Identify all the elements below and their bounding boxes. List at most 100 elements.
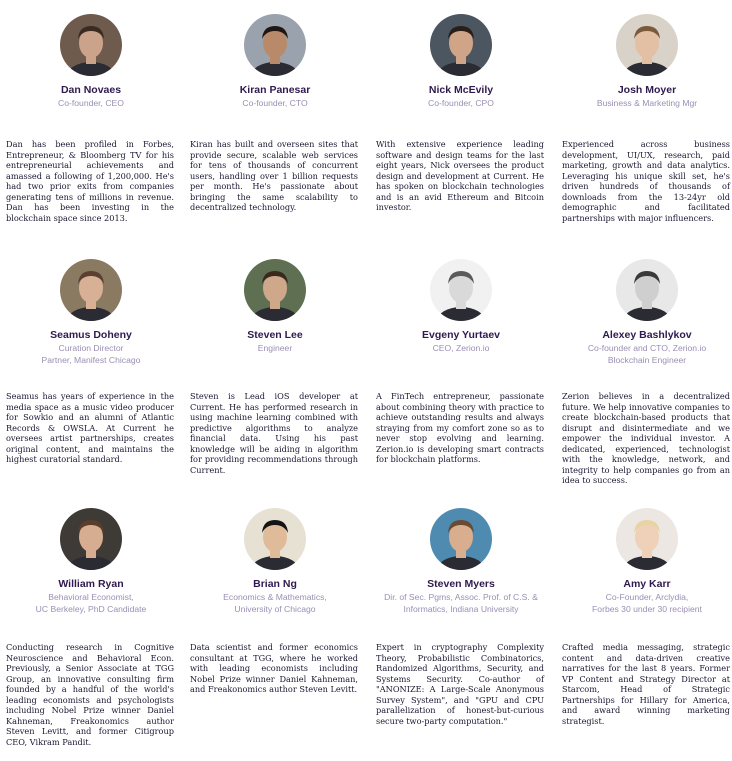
portrait-hair	[634, 26, 660, 39]
member-role-secondary: Blockchain Engineer	[607, 355, 687, 365]
portrait-photo	[616, 259, 678, 321]
portrait-hair	[78, 26, 104, 39]
portrait-hair	[448, 520, 474, 533]
member-role: Co-founder and CTO, Zerion.io	[587, 343, 707, 353]
portrait-photo	[244, 508, 306, 570]
portrait-neck	[270, 299, 280, 309]
portrait-face	[79, 273, 103, 303]
portrait-neck	[86, 299, 96, 309]
portrait-neck	[86, 548, 96, 558]
member-role: Co-founder, CTO	[242, 98, 308, 108]
member-role: Co-founder, CEO	[58, 98, 124, 108]
member-bio: Zerion believes in a decentralized futur…	[562, 391, 730, 485]
portrait-photo	[244, 14, 306, 76]
team-card: Kiran Panesar Co-founder, CTO	[190, 14, 360, 109]
avatar	[430, 508, 492, 570]
member-role-secondary: Partner, Manifest Chicago	[41, 355, 141, 365]
member-name: Alexey Bashlykov	[602, 329, 692, 341]
member-bio: A FinTech entrepreneur, passionate about…	[376, 391, 544, 464]
member-role: Co-Founder, Arclydia,	[605, 592, 689, 602]
member-role: Engineer	[257, 343, 293, 353]
portrait-shoulders	[67, 307, 115, 321]
member-role: Curation Director	[58, 343, 124, 353]
member-bio: Data scientist and former economics cons…	[190, 642, 358, 694]
portrait-photo	[616, 508, 678, 570]
portrait-neck	[456, 548, 466, 558]
portrait-hair	[262, 26, 288, 39]
portrait-shoulders	[251, 556, 299, 570]
avatar	[616, 14, 678, 76]
member-name: Dan Novaes	[60, 84, 122, 96]
avatar	[244, 508, 306, 570]
portrait-face	[449, 28, 473, 58]
member-role: CEO, Zerion.io	[432, 343, 490, 353]
team-card: Brian Ng Economics & Mathematics, Univer…	[190, 508, 360, 615]
member-bio: Dan has been profiled in Forbes, Entrepr…	[6, 139, 174, 223]
team-card: Alexey Bashlykov Co-founder and CTO, Zer…	[562, 259, 732, 366]
team-card: Seamus Doheny Curation Director Partner,…	[6, 259, 176, 366]
team-card: Nick McEvily Co-founder, CPO	[376, 14, 546, 109]
portrait-shoulders	[623, 556, 671, 570]
member-bio: Conducting research in Cognitive Neurosc…	[6, 642, 174, 747]
portrait-photo	[60, 508, 122, 570]
avatar	[244, 14, 306, 76]
avatar	[60, 508, 122, 570]
team-card: Steven Lee Engineer	[190, 259, 360, 354]
portrait-neck	[642, 548, 652, 558]
portrait-face	[635, 522, 659, 552]
team-card: Dan Novaes Co-founder, CEO	[6, 14, 176, 109]
member-name: Evgeny Yurtaev	[421, 329, 501, 341]
portrait-photo	[60, 259, 122, 321]
team-card: Amy Karr Co-Founder, Arclydia, Forbes 30…	[562, 508, 732, 615]
portrait-photo	[60, 14, 122, 76]
member-role: Co-founder, CPO	[428, 98, 494, 108]
avatar	[244, 259, 306, 321]
member-bio: Experienced across business development,…	[562, 139, 730, 223]
portrait-face	[79, 522, 103, 552]
portrait-face	[263, 522, 287, 552]
avatar	[60, 259, 122, 321]
portrait-hair	[262, 271, 288, 284]
member-bio: Crafted media messaging, strategic conte…	[562, 642, 730, 726]
portrait-hair	[448, 26, 474, 39]
portrait-neck	[270, 54, 280, 64]
portrait-shoulders	[437, 307, 485, 321]
team-card: William Ryan Behavioral Economist, UC Be…	[6, 508, 176, 615]
portrait-shoulders	[67, 556, 115, 570]
portrait-face	[635, 273, 659, 303]
portrait-hair	[262, 520, 288, 533]
avatar	[60, 14, 122, 76]
portrait-face	[449, 522, 473, 552]
avatar	[430, 14, 492, 76]
member-name: Seamus Doheny	[50, 329, 132, 341]
portrait-neck	[456, 299, 466, 309]
member-name: William Ryan	[58, 578, 124, 590]
member-bio: With extensive experience leading softwa…	[376, 139, 544, 212]
portrait-photo	[244, 259, 306, 321]
portrait-hair	[78, 271, 104, 284]
portrait-hair	[78, 520, 104, 533]
portrait-shoulders	[251, 62, 299, 76]
portrait-shoulders	[251, 307, 299, 321]
avatar	[430, 259, 492, 321]
portrait-shoulders	[437, 556, 485, 570]
portrait-hair	[634, 271, 660, 284]
portrait-neck	[642, 299, 652, 309]
member-role: Economics & Mathematics,	[223, 592, 327, 602]
member-role-secondary: Informatics, Indiana University	[403, 604, 519, 614]
member-name: Steven Lee	[247, 329, 303, 341]
member-bio: Expert in cryptography Complexity Theory…	[376, 642, 544, 726]
member-name: Amy Karr	[623, 578, 671, 590]
portrait-shoulders	[67, 62, 115, 76]
portrait-shoulders	[623, 62, 671, 76]
portrait-neck	[86, 54, 96, 64]
portrait-photo	[430, 259, 492, 321]
member-name: Brian Ng	[253, 578, 297, 590]
member-name: Nick McEvily	[428, 84, 494, 96]
portrait-photo	[616, 14, 678, 76]
portrait-shoulders	[623, 307, 671, 321]
portrait-face	[79, 28, 103, 58]
portrait-face	[635, 28, 659, 58]
member-role-secondary: Forbes 30 under 30 recipient	[592, 604, 702, 614]
avatar	[616, 508, 678, 570]
